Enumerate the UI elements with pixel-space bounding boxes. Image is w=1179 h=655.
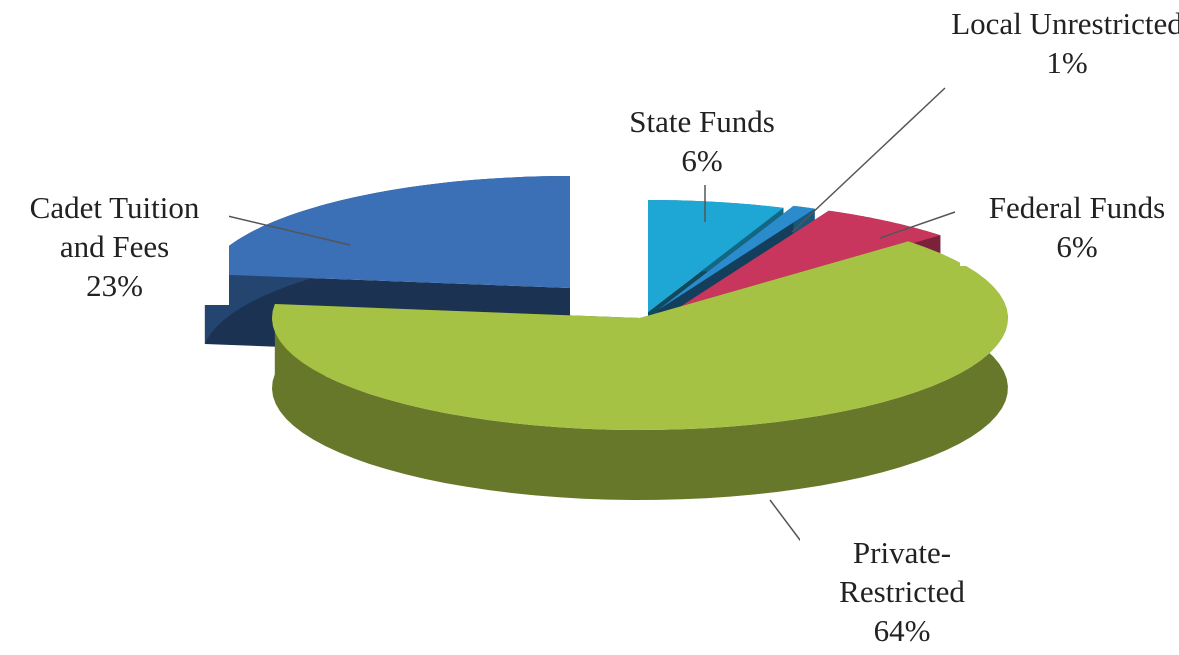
leader-line bbox=[214, 212, 351, 246]
percent-label: 1% bbox=[1046, 45, 1088, 80]
slice-label: Federal Funds 6% bbox=[960, 188, 1179, 266]
percent-label: 64% bbox=[873, 613, 931, 648]
category-name: Federal Funds bbox=[988, 190, 1166, 225]
leader-line bbox=[791, 87, 946, 233]
category-name: Local Unrestricted bbox=[951, 6, 1179, 41]
slice bbox=[204, 176, 570, 288]
slice-side bbox=[272, 241, 1008, 501]
slice-label: Cadet Tuition and Fees 23% bbox=[0, 188, 229, 305]
slice bbox=[658, 205, 815, 310]
category-name: Private-Restricted bbox=[839, 535, 965, 609]
category-name: Cadet Tuition and Fees bbox=[29, 190, 200, 264]
slice bbox=[272, 241, 1008, 430]
leader-line bbox=[879, 211, 956, 239]
percent-label: 6% bbox=[1056, 229, 1098, 264]
category-name: State Funds bbox=[629, 104, 775, 139]
percent-label: 6% bbox=[681, 143, 723, 178]
slice-label: Local Unrestricted 1% bbox=[940, 4, 1179, 82]
slice bbox=[648, 200, 784, 312]
percent-label: 23% bbox=[86, 268, 143, 303]
slice-label: Private-Restricted 64% bbox=[800, 533, 1004, 650]
slice bbox=[672, 210, 941, 312]
slice-label: State Funds 6% bbox=[600, 102, 804, 180]
